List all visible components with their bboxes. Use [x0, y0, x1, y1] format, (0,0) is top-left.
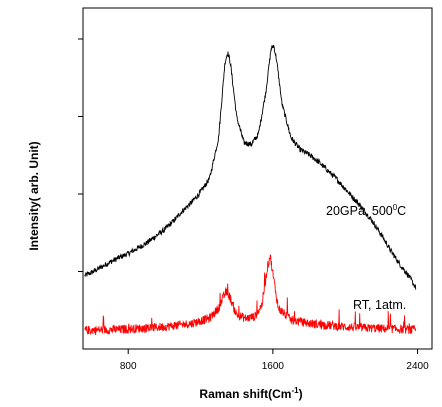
- x-tick-label: 800: [120, 361, 137, 372]
- y-axis-label: Intensity( arb. Unit): [27, 141, 41, 250]
- annotation-rt-1atm: RT, 1atm.: [353, 298, 406, 312]
- series-line-rt-1atm: [84, 254, 417, 336]
- plot-frame: [82, 7, 433, 350]
- series-layer: [84, 44, 417, 336]
- x-axis-label: Raman shift(Cm-1): [199, 386, 302, 401]
- annotation-20gpa-500c: 20GPa, 5000C: [326, 203, 406, 218]
- x-tick-label: 2400: [406, 361, 429, 372]
- series-line-20gpa-500c: [84, 44, 417, 290]
- x-axis-ticks: 800 1600 2400: [120, 349, 429, 372]
- y-axis-ticks: [78, 38, 83, 272]
- x-tick-label: 1600: [262, 361, 285, 372]
